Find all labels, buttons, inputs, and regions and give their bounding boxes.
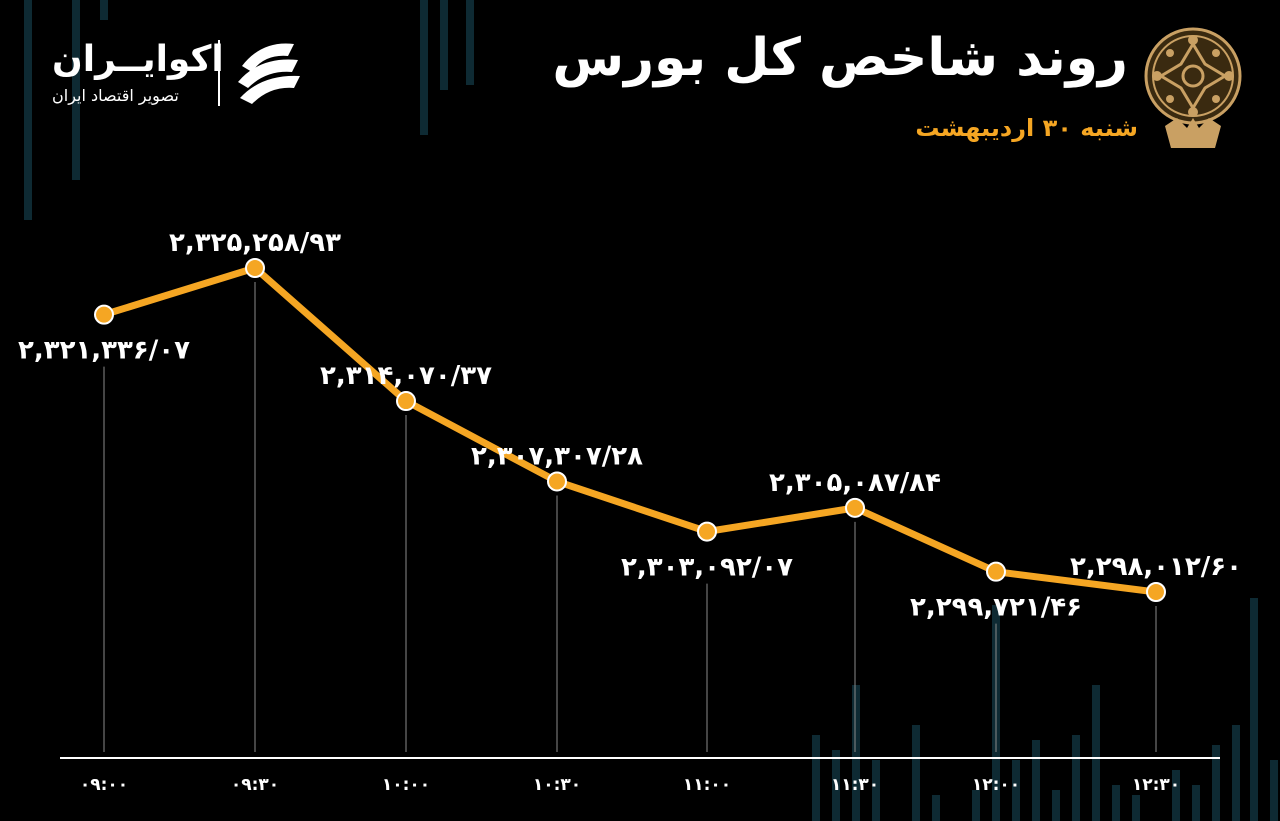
x-tick-label: ۱۱:۳۰ — [831, 775, 879, 795]
x-tick-label: ۱۰:۳۰ — [533, 775, 581, 795]
data-point — [396, 391, 416, 412]
x-tick-label: ۱۲:۰۰ — [972, 775, 1020, 795]
background-bar — [1192, 785, 1200, 821]
background-bar — [812, 735, 820, 821]
data-point — [1146, 582, 1166, 602]
x-tick-label: ۰۹:۰۰ — [80, 775, 128, 795]
data-point — [245, 258, 265, 278]
data-point — [986, 561, 1006, 582]
data-value-label: ۲,۳۱۴,۰۷۰/۳۷ — [320, 361, 492, 391]
data-value-label: ۲,۳۲۱,۳۳۶/۰۷ — [18, 336, 190, 366]
background-bar — [1092, 685, 1100, 821]
background-bar — [972, 790, 980, 821]
data-point — [845, 497, 865, 518]
data-value-label: ۲,۳۲۵,۲۵۸/۹۳ — [169, 228, 341, 258]
data-value-label: ۲,۳۰۳,۰۹۲/۰۷ — [621, 553, 793, 583]
background-bar — [852, 685, 860, 821]
brand-name: اکوایــران — [52, 39, 224, 80]
background-bar — [872, 760, 880, 821]
background-bar — [1052, 790, 1060, 821]
x-tick-label: ۱۰:۰۰ — [382, 775, 430, 795]
background-bar — [1072, 735, 1080, 821]
brand-tagline: تصویر اقتصاد ایران — [52, 86, 179, 105]
background-bar — [466, 0, 474, 85]
data-point — [547, 471, 567, 492]
background-bar — [1212, 745, 1220, 821]
background-bar — [932, 795, 940, 821]
data-point — [94, 304, 114, 325]
background-bar — [440, 0, 448, 90]
chart-date: شنبه ۳۰ اردیبهشت — [915, 114, 1138, 142]
background-bar — [72, 0, 80, 180]
background-bar — [1232, 725, 1240, 821]
x-tick-label: ۱۲:۳۰ — [1132, 775, 1180, 795]
x-tick-label: ۱۱:۰۰ — [683, 775, 731, 795]
background-bar — [1032, 740, 1040, 821]
background-bar — [100, 0, 108, 20]
x-tick-label: ۰۹:۳۰ — [231, 775, 279, 795]
background-bar — [912, 725, 920, 821]
data-point — [697, 521, 717, 542]
background-bar — [1172, 770, 1180, 821]
background-bar — [1250, 598, 1258, 821]
background-bar — [832, 750, 840, 821]
background-bar — [24, 0, 32, 220]
data-value-label: ۲,۳۰۷,۳۰۷/۲۸ — [471, 441, 643, 471]
ecoiran-logo-icon — [238, 43, 300, 104]
background-bar — [1132, 795, 1140, 821]
background-bar — [1112, 785, 1120, 821]
background-bar — [420, 0, 428, 135]
data-value-label: ۲,۲۹۹,۷۲۱/۴۶ — [910, 593, 1082, 623]
chart-title: روند شاخص کل بورس — [552, 28, 1128, 88]
data-value-label: ۲,۳۰۵,۰۸۷/۸۴ — [769, 468, 941, 498]
brand-divider — [218, 40, 220, 106]
stock-exchange-emblem-icon — [1144, 27, 1242, 148]
series-line — [100, 264, 1160, 596]
background-bar — [1270, 760, 1278, 821]
data-value-label: ۲,۲۹۸,۰۱۲/۶۰ — [1070, 552, 1242, 582]
background-bar — [1012, 760, 1020, 821]
